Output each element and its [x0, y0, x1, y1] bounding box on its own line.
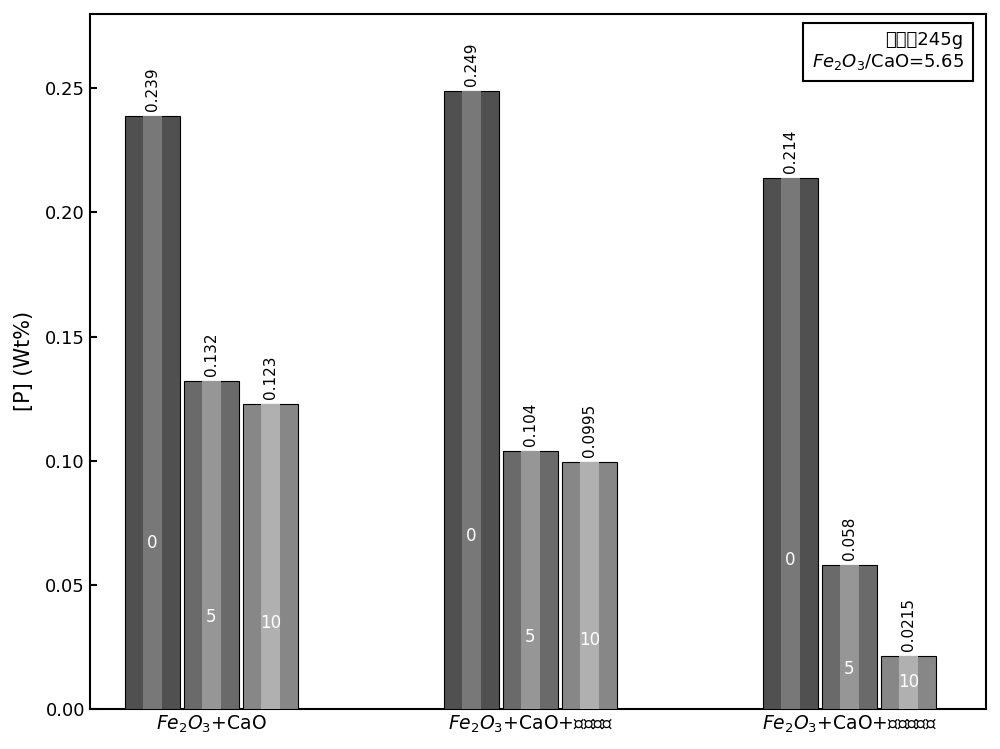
Bar: [444, 91, 499, 709]
Bar: [243, 404, 298, 709]
Bar: [521, 451, 540, 709]
Text: 0.132: 0.132: [204, 333, 219, 376]
Text: 10: 10: [898, 673, 919, 691]
Bar: [899, 655, 918, 709]
Bar: [881, 655, 936, 709]
Bar: [562, 462, 617, 709]
Bar: [763, 178, 818, 709]
Text: 5: 5: [206, 608, 217, 626]
Bar: [184, 381, 239, 709]
Text: 0.0995: 0.0995: [582, 404, 597, 457]
Bar: [261, 404, 280, 709]
Text: 0.0215: 0.0215: [901, 598, 916, 651]
Text: 0: 0: [785, 551, 796, 569]
Bar: [143, 115, 162, 709]
Text: 0.123: 0.123: [263, 355, 278, 398]
Text: 0.058: 0.058: [842, 517, 857, 560]
Text: 5: 5: [844, 660, 855, 678]
Bar: [781, 178, 800, 709]
Text: 0.239: 0.239: [145, 67, 160, 111]
Text: 0: 0: [147, 534, 158, 552]
Bar: [462, 91, 481, 709]
Bar: [840, 565, 859, 709]
Text: 0.214: 0.214: [783, 130, 798, 173]
Text: 0: 0: [466, 527, 477, 545]
Text: 0.104: 0.104: [523, 402, 538, 446]
Bar: [580, 462, 599, 709]
Bar: [822, 565, 877, 709]
Text: 0.249: 0.249: [464, 43, 479, 86]
Bar: [202, 381, 221, 709]
Text: 生铁：245g
$Fe_2O_3$/CaO=5.65: 生铁：245g $Fe_2O_3$/CaO=5.65: [812, 31, 964, 72]
Y-axis label: [P] (Wt%): [P] (Wt%): [14, 312, 34, 411]
Text: 10: 10: [260, 614, 281, 632]
Text: 10: 10: [579, 631, 600, 649]
Text: 5: 5: [525, 628, 536, 646]
Bar: [125, 115, 180, 709]
Bar: [503, 451, 558, 709]
